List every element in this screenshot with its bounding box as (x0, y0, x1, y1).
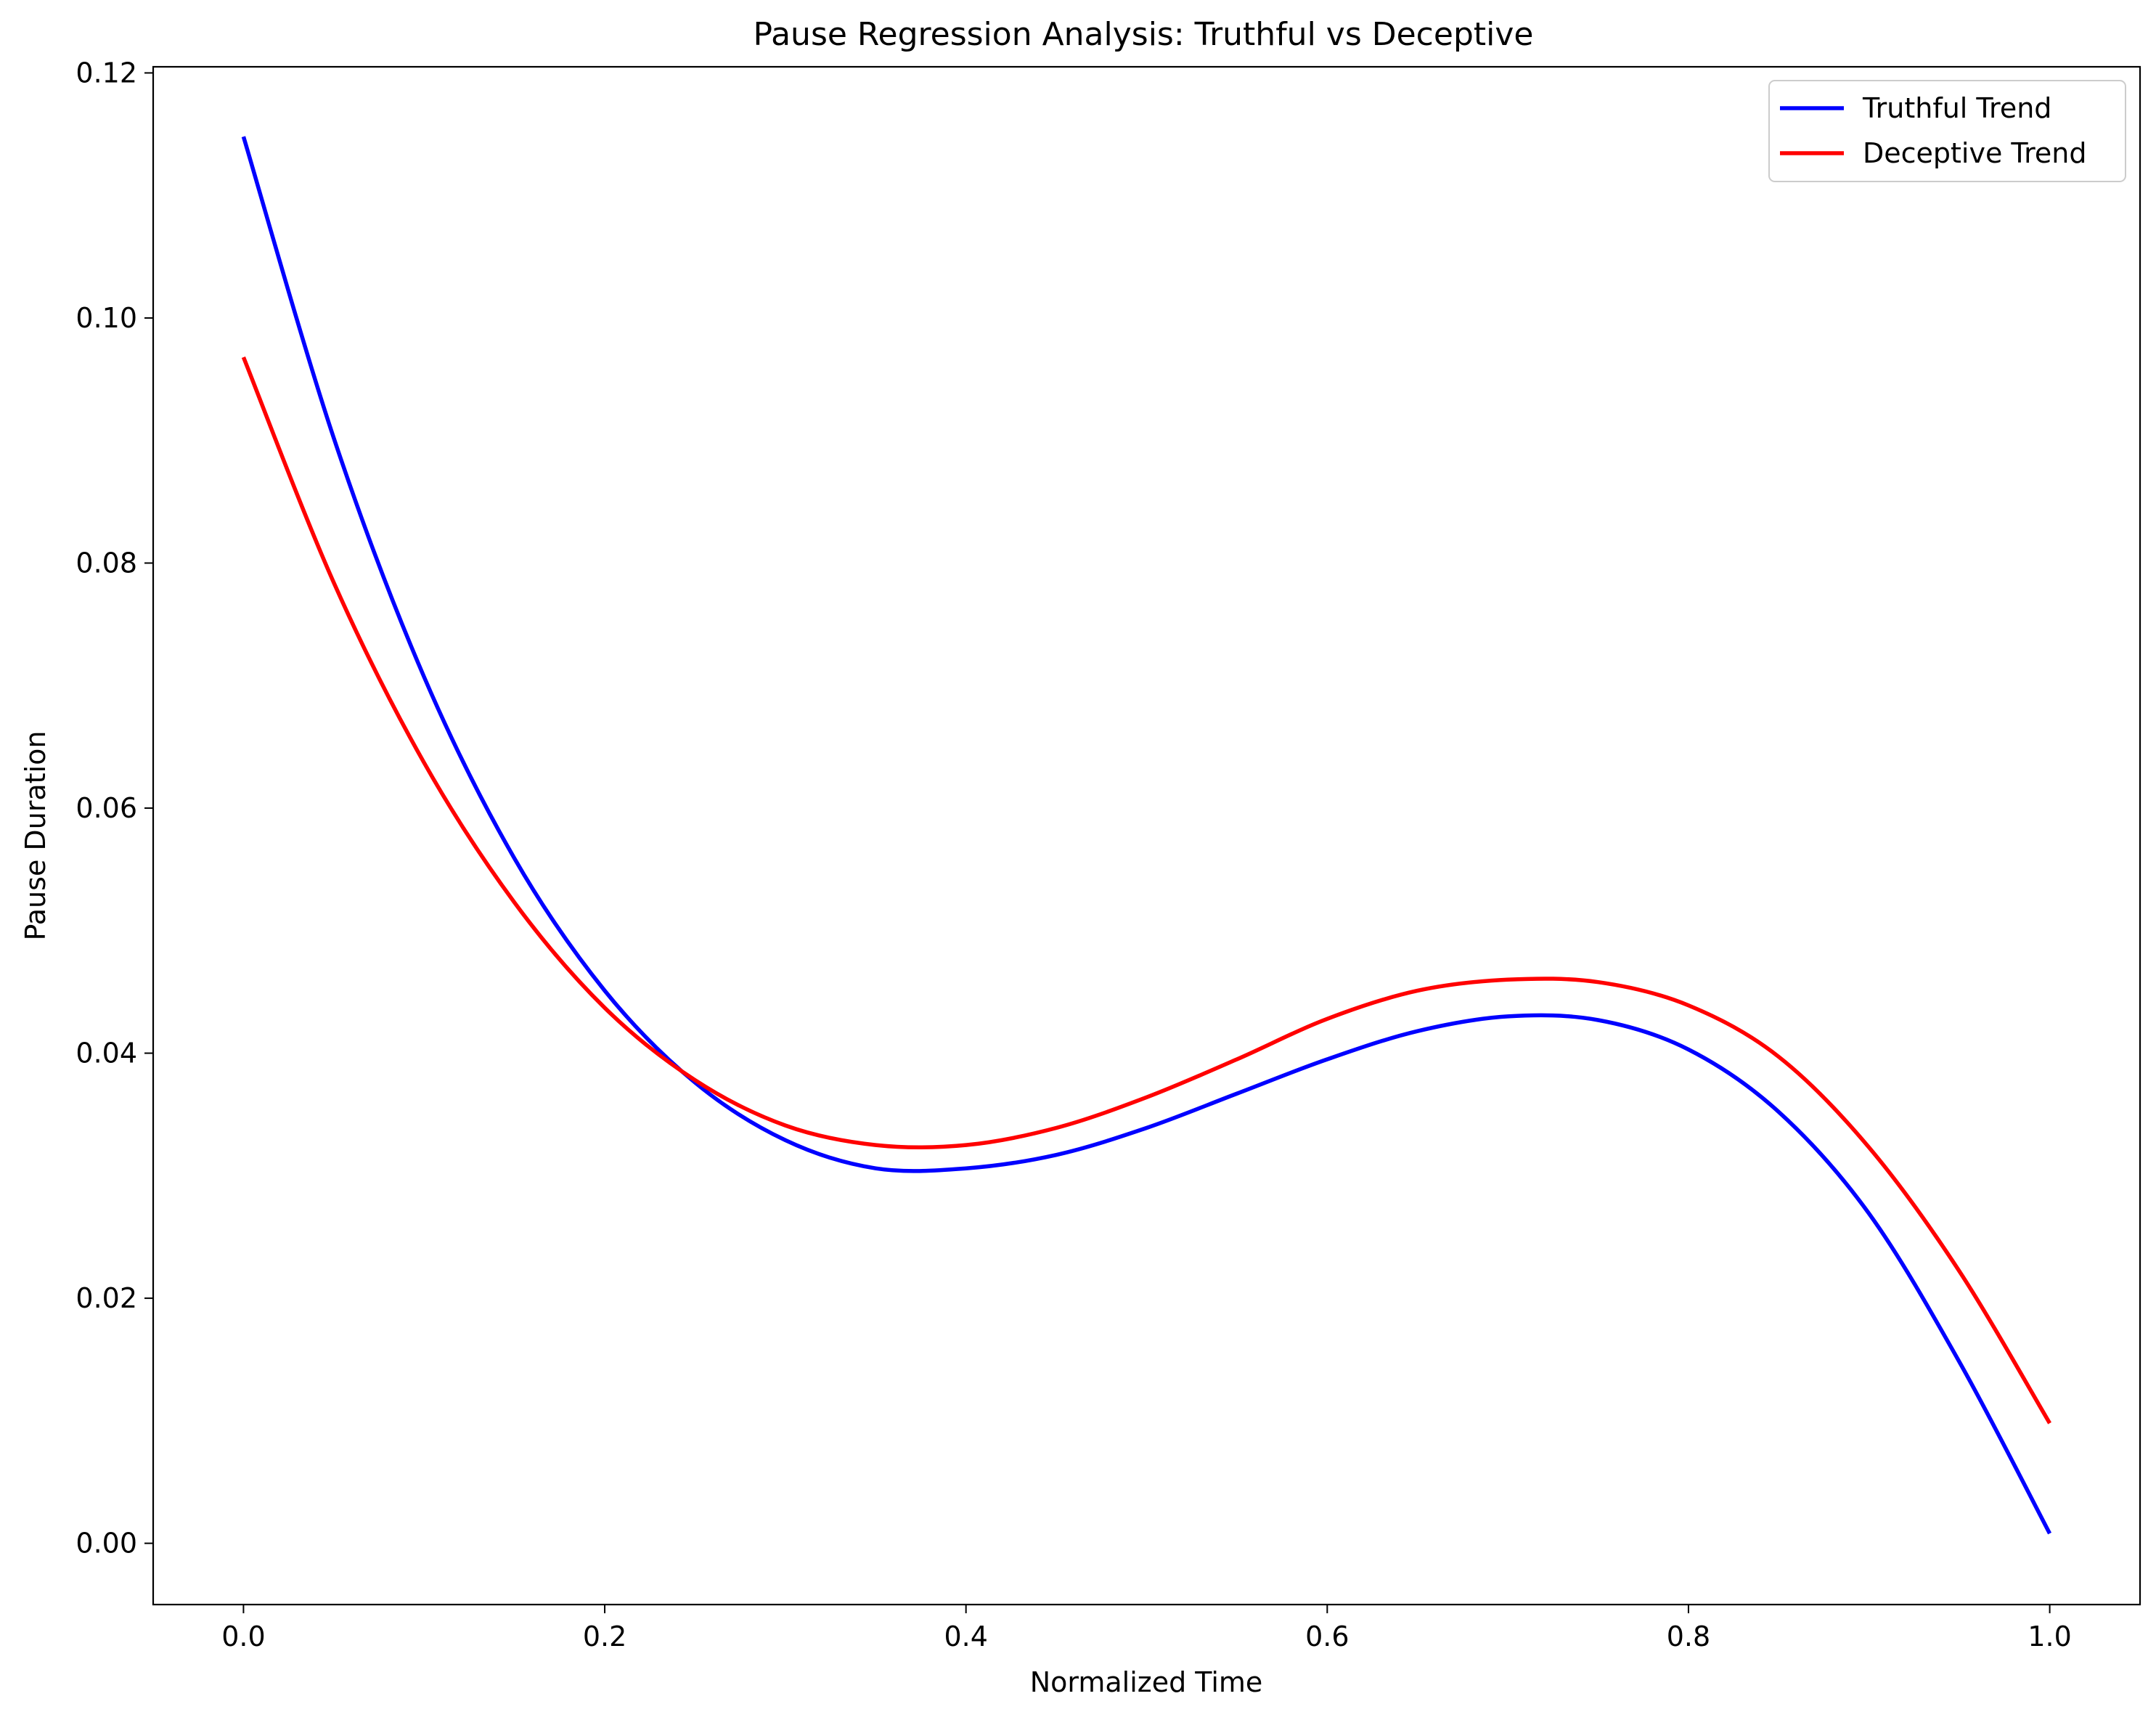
y-tick-label: 0.08 (75, 547, 137, 579)
x-axis-ticks: 0.0 0.2 0.4 0.6 0.8 1.0 (221, 1605, 2072, 1652)
y-axis-label: Pause Duration (20, 731, 52, 941)
y-tick-label: 0.10 (75, 302, 137, 334)
series-line-1 (241, 136, 2052, 1535)
x-tick-label: 1.0 (2028, 1621, 2071, 1652)
legend-entries: Truthful Trend Deceptive Trend (1780, 92, 2086, 169)
x-tick-label: 0.8 (1667, 1621, 1710, 1652)
legend-label: Deceptive Trend (1863, 137, 2086, 169)
y-tick-label: 0.00 (75, 1528, 137, 1560)
legend-label: Truthful Trend (1862, 92, 2051, 124)
chart-title: Pause Regression Analysis: Truthful vs D… (754, 16, 1534, 53)
legend: Truthful Trend Deceptive Trend (1768, 80, 2126, 182)
plot-lines (241, 136, 2052, 1535)
plot-frame (152, 65, 2141, 1606)
y-tick-label: 0.06 (75, 792, 137, 824)
x-tick-label: 0.2 (583, 1621, 626, 1652)
y-tick-label: 0.12 (75, 57, 137, 89)
x-tick-label: 0.4 (944, 1621, 987, 1652)
y-axis-ticks: 0.00 0.02 0.04 0.06 0.08 0.10 0.12 (75, 57, 153, 1560)
x-tick-label: 0.6 (1305, 1621, 1349, 1652)
x-tick-label: 0.0 (221, 1621, 265, 1652)
x-axis-label: Normalized Time (1030, 1666, 1263, 1698)
y-tick-label: 0.04 (75, 1038, 137, 1069)
series-line-2 (241, 356, 2051, 1424)
y-tick-label: 0.02 (75, 1282, 137, 1314)
legend-box (1768, 80, 2126, 182)
